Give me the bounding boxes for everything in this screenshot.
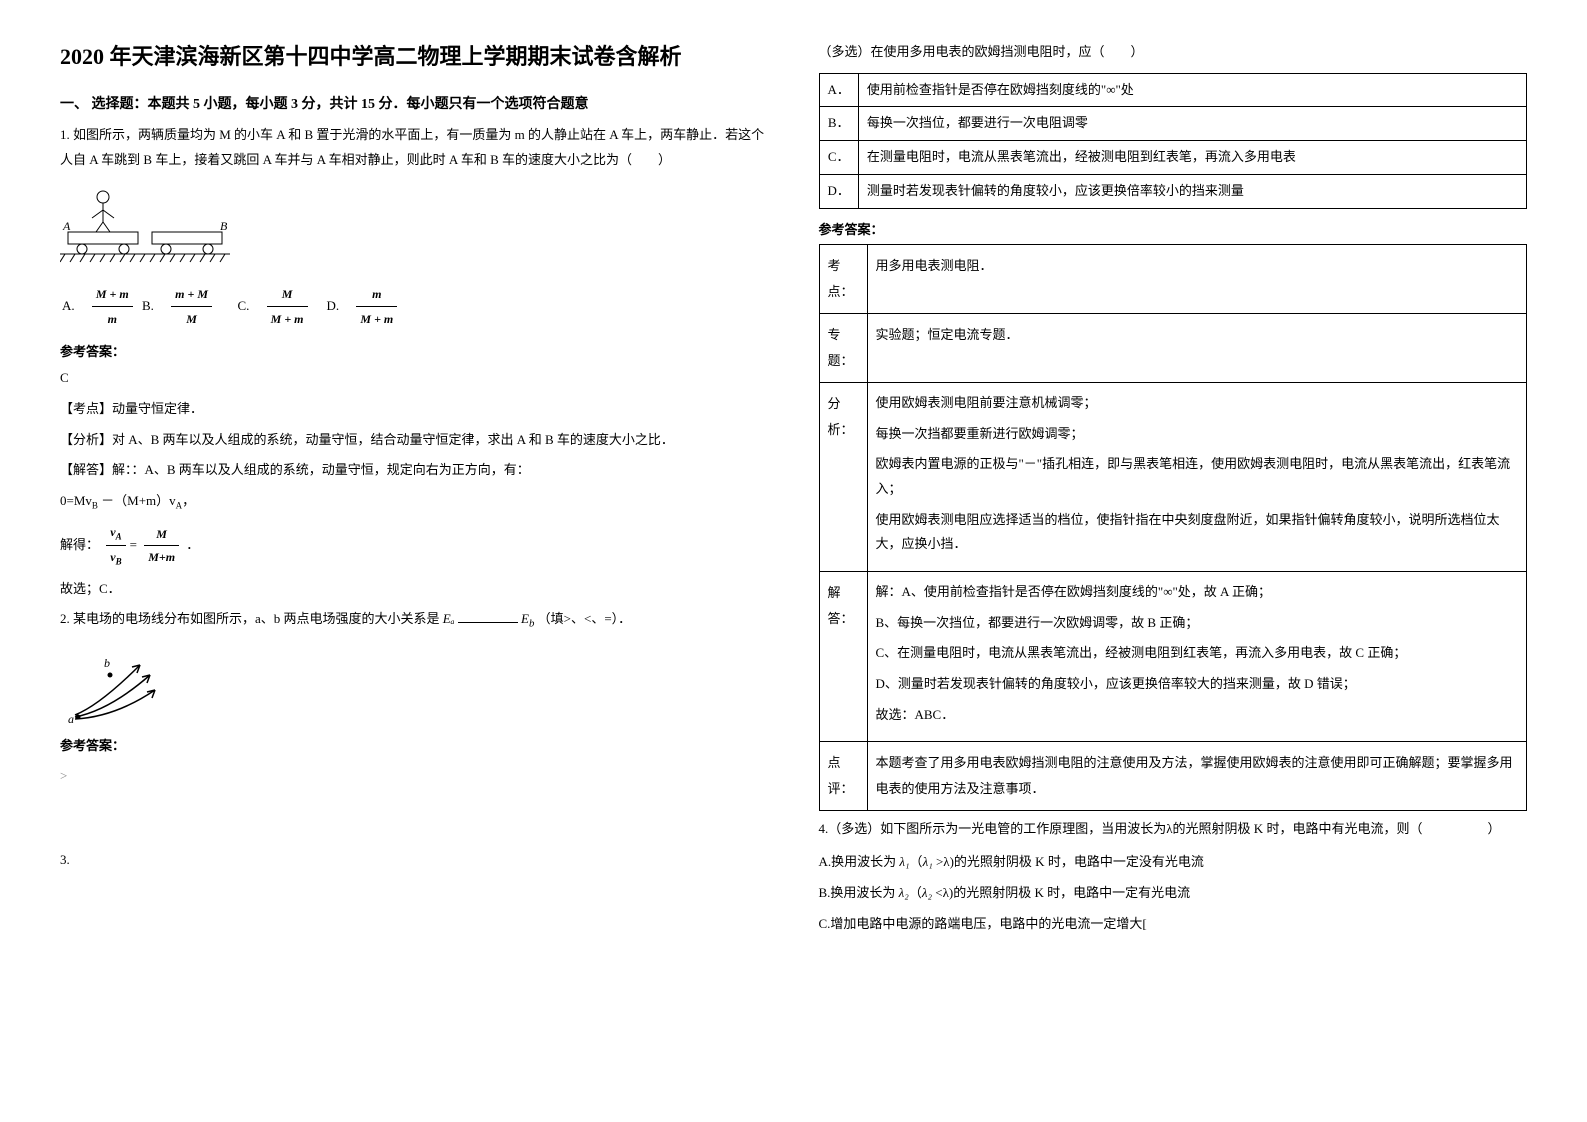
label-B: B bbox=[220, 219, 228, 233]
q1-opt-B-frac: m + M M bbox=[171, 282, 212, 331]
q1-jieda4: 故选；C． bbox=[60, 577, 769, 602]
field-lines-icon: a b bbox=[60, 645, 170, 725]
q2-figure: a b bbox=[60, 645, 769, 725]
section-1-heading: 一、 选择题：本题共 5 小题，每小题 3 分，共计 15 分．每小题只有一个选… bbox=[60, 93, 769, 113]
q1-opt-D: D. bbox=[327, 293, 340, 319]
q3-answer-label: 参考答案： bbox=[819, 219, 1528, 238]
q3-analysis-table: 考点： 用多用电表测电阻． 专题： 实验题；恒定电流专题． 分析： 使用欧姆表测… bbox=[819, 244, 1528, 812]
q1-fenxi: 【分析】对 A、B 两车以及人组成的系统，动量守恒，结合动量守恒定律，求出 A … bbox=[60, 428, 769, 453]
q3-jieda-label: 解答： bbox=[819, 572, 867, 742]
q3-opt-D-row: D． 测量时若发现表针偏转的角度较小，应该更换倍率较小的挡来测量 bbox=[819, 175, 1527, 209]
title: 2020 年天津滨海新区第十四中学高二物理上学期期末试卷含解析 bbox=[60, 40, 769, 73]
q2-stem: 2. 某电场的电场线分布如图所示，a、b 两点电场强度的大小关系是 Eₐ Eb … bbox=[60, 607, 769, 634]
q4-stem: 4.（多选）如下图所示为一光电管的工作原理图，当用波长为λ的光照射阴极 K 时，… bbox=[819, 817, 1528, 842]
q3-kaodian-row: 考点： 用多用电表测电阻． bbox=[819, 244, 1527, 313]
label-a: a bbox=[68, 712, 74, 725]
q3-opt-C-text: 在测量电阻时，电流从黑表笔流出，经被测电阻到红表笔，再流入多用电表 bbox=[858, 141, 1526, 175]
label-b: b bbox=[104, 656, 110, 670]
q2-blank bbox=[458, 609, 518, 623]
q1-jieda2: 0=MvB －（M+m）vA， bbox=[60, 489, 769, 515]
q1-options: A. M + m m B. m + M M C. M M + m D. m M … bbox=[60, 282, 769, 331]
q1-opt-C-frac: M M + m bbox=[267, 282, 308, 331]
q3-kaodian-text: 用多用电表测电阻． bbox=[867, 244, 1527, 313]
carts-diagram-icon: A B bbox=[60, 182, 230, 272]
q3-jieda-text: 解：A、使用前检查指针是否停在欧姆挡刻度线的"∞"处，故 A 正确； B、每换一… bbox=[867, 572, 1527, 742]
q1-jieda1: 【解答】解：：A、B 两车以及人组成的系统，动量守恒，规定向右为正方向，有： bbox=[60, 458, 769, 483]
q1-opt-B: B. bbox=[142, 293, 154, 319]
q3-opt-A-text: 使用前检查指针是否停在欧姆挡刻度线的"∞"处 bbox=[858, 73, 1526, 107]
left-column: 2020 年天津滨海新区第十四中学高二物理上学期期末试卷含解析 一、 选择题：本… bbox=[60, 40, 769, 942]
q3-zhuanti-label: 专题： bbox=[819, 313, 867, 382]
q3-opt-C-letter: C． bbox=[819, 141, 858, 175]
q1-stem: 1. 如图所示，两辆质量均为 M 的小车 A 和 B 置于光滑的水平面上，有一质… bbox=[60, 123, 769, 172]
q3-number: 3. bbox=[60, 848, 769, 873]
q3-opt-A-letter: A． bbox=[819, 73, 858, 107]
q1-opt-D-frac: m M + m bbox=[356, 282, 397, 331]
q3-fenxi-label: 分析： bbox=[819, 382, 867, 571]
q3-fenxi-row: 分析： 使用欧姆表测电阻前要注意机械调零； 每换一次挡都要重新进行欧姆调零； 欧… bbox=[819, 382, 1527, 571]
q3-dianping-row: 点评： 本题考查了用多用电表欧姆挡测电阻的注意使用及方法，掌握使用欧姆表的注意使… bbox=[819, 742, 1527, 811]
page: 2020 年天津滨海新区第十四中学高二物理上学期期末试卷含解析 一、 选择题：本… bbox=[60, 40, 1527, 942]
q3-opt-D-text: 测量时若发现表针偏转的角度较小，应该更换倍率较小的挡来测量 bbox=[858, 175, 1526, 209]
q2-answer: > bbox=[60, 764, 769, 789]
q3-stem: （多选）在使用多用电表的欧姆挡测电阻时，应（ ） bbox=[819, 40, 1528, 65]
q3-dianping-text: 本题考查了用多用电表欧姆挡测电阻的注意使用及方法，掌握使用欧姆表的注意使用即可正… bbox=[867, 742, 1527, 811]
q3-zhuanti-row: 专题： 实验题；恒定电流专题． bbox=[819, 313, 1527, 382]
q3-fenxi-text: 使用欧姆表测电阻前要注意机械调零； 每换一次挡都要重新进行欧姆调零； 欧姆表内置… bbox=[867, 382, 1527, 571]
q1-kaodian: 【考点】动量守恒定律． bbox=[60, 397, 769, 422]
q3-opt-B-letter: B． bbox=[819, 107, 858, 141]
q1-opt-C: C. bbox=[238, 293, 250, 319]
label-A: A bbox=[62, 219, 71, 233]
q3-opt-B-row: B． 每换一次挡位，都要进行一次电阻调零 bbox=[819, 107, 1527, 141]
q3-opt-D-letter: D． bbox=[819, 175, 858, 209]
q4-optA: A.换用波长为 λ₁（λ₁ >λ)的光照射阴极 K 时，电路中一定没有光电流 bbox=[819, 850, 1528, 875]
q1-answer: C bbox=[60, 366, 769, 391]
q2-answer-label: 参考答案： bbox=[60, 735, 769, 754]
q1-answer-label: 参考答案： bbox=[60, 341, 769, 360]
q3-opt-A-row: A． 使用前检查指针是否停在欧姆挡刻度线的"∞"处 bbox=[819, 73, 1527, 107]
q3-opt-B-text: 每换一次挡位，都要进行一次电阻调零 bbox=[858, 107, 1526, 141]
q4-optB: B.换用波长为 λ₂（λ₂ <λ)的光照射阴极 K 时，电路中一定有光电流 bbox=[819, 881, 1528, 906]
q1-jieda3: 解得： vA vB = M M+m ． bbox=[60, 521, 769, 571]
q1-figure: A B bbox=[60, 182, 769, 272]
q4-optC: C.增加电路中电源的路端电压，电路中的光电流一定增大[ bbox=[819, 912, 1528, 937]
q3-opt-C-row: C． 在测量电阻时，电流从黑表笔流出，经被测电阻到红表笔，再流入多用电表 bbox=[819, 141, 1527, 175]
q1-opt-A-frac: M + m m bbox=[92, 282, 133, 331]
right-column: （多选）在使用多用电表的欧姆挡测电阻时，应（ ） A． 使用前检查指针是否停在欧… bbox=[819, 40, 1528, 942]
q3-zhuanti-text: 实验题；恒定电流专题． bbox=[867, 313, 1527, 382]
q3-jieda-row: 解答： 解：A、使用前检查指针是否停在欧姆挡刻度线的"∞"处，故 A 正确； B… bbox=[819, 572, 1527, 742]
q3-options-table: A． 使用前检查指针是否停在欧姆挡刻度线的"∞"处 B． 每换一次挡位，都要进行… bbox=[819, 73, 1528, 209]
q3-dianping-label: 点评： bbox=[819, 742, 867, 811]
q3-kaodian-label: 考点： bbox=[819, 244, 867, 313]
q1-opt-A: A. bbox=[62, 293, 75, 319]
